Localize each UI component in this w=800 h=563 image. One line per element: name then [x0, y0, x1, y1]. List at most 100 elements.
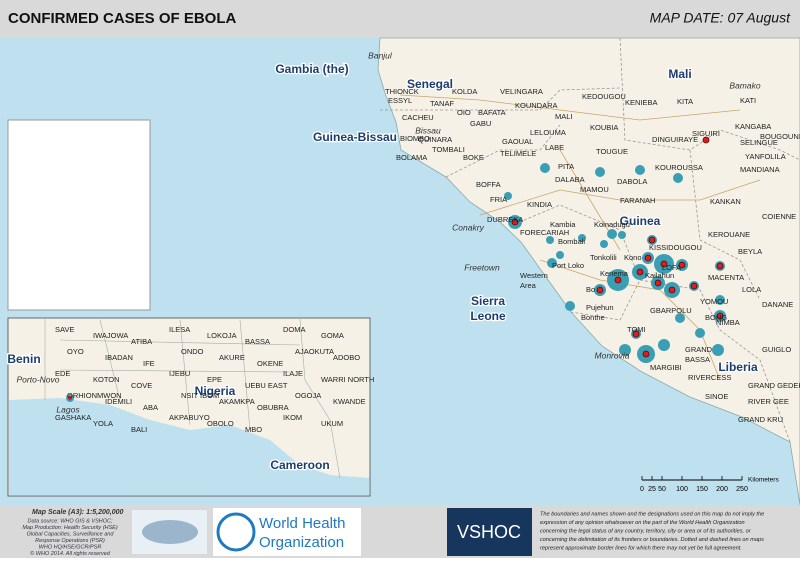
place-label: COIENNE [762, 212, 796, 221]
place-label: KANKAN [710, 197, 741, 206]
inset-place: AKURE [219, 353, 245, 362]
place-label: PITA [558, 162, 574, 171]
who-name-2: Organization [259, 534, 344, 551]
country-label: Sierra [471, 294, 505, 308]
place-label: FARANAH [620, 196, 655, 205]
place-label: TOMI [627, 325, 646, 334]
place-label: YOMOU [700, 297, 728, 306]
inset-country: Nigeria [195, 384, 236, 398]
inset-place: AJAOKUTA [295, 347, 334, 356]
scale-label: 25 [648, 486, 656, 493]
capital-label: Freetown [464, 262, 500, 272]
case-markers [504, 136, 726, 363]
disclaimer-line: The boundaries and names shown and the d… [540, 511, 764, 517]
case-location [595, 167, 605, 177]
inset-place: UKUM [321, 419, 343, 428]
inset-place: ILESA [169, 325, 190, 334]
land [377, 37, 800, 506]
recent-case [614, 276, 622, 284]
inset-place: ATIBA [131, 337, 152, 346]
header-bar [0, 0, 800, 38]
scale-label: 250 [736, 486, 748, 493]
source-line: Global Capacities, Surveillance and [27, 531, 115, 537]
source-line: Response Operations (PSR) [35, 538, 105, 544]
inset-place: OKENE [257, 359, 283, 368]
inset-place: GOMA [321, 331, 344, 340]
inset-country: Benin [7, 352, 40, 366]
place-label: LOFA [662, 263, 681, 272]
disclaimer-line: expression of any opinion whatsoever on … [540, 520, 745, 526]
legend-box [7, 119, 151, 311]
inset-place: ORHIONMWON [67, 391, 122, 400]
place-label: LOLA [742, 285, 761, 294]
capital-label: Bamako [729, 80, 760, 90]
inset-place: BALI [131, 425, 147, 434]
case-location [715, 295, 725, 305]
inset-place: IBADAN [105, 353, 133, 362]
recent-case [596, 286, 604, 294]
inset-place: ABA [143, 403, 158, 412]
inset-place: OBOLO [207, 419, 234, 428]
place-label: Bo [586, 285, 595, 294]
who-box [213, 508, 361, 556]
case-location [675, 313, 685, 323]
place-label: Bombali [558, 237, 585, 246]
place-label: QUINARA [418, 135, 452, 144]
place-label: BOKE [463, 153, 484, 162]
inset-place: WARRI NORTH [321, 375, 374, 384]
case-location [607, 229, 617, 239]
scale-label: 100 [676, 486, 688, 493]
place-label: TOMBALI [432, 145, 465, 154]
case-location [600, 240, 608, 248]
recent-case [644, 254, 652, 262]
lagos-recent [68, 396, 72, 400]
place-label: GAOUAL [502, 137, 533, 146]
scale-label: 0 [640, 486, 644, 493]
place-label: MACENTA [708, 273, 744, 282]
place-label: KISSIDOUGOU [649, 243, 702, 252]
place-label: KEDOUGOU [582, 92, 626, 101]
who-emblem [216, 512, 256, 552]
disclaimer-line: concerning the delimitation of its front… [540, 537, 764, 543]
inset-place: COVE [131, 381, 152, 390]
country-label: Liberia [718, 360, 758, 374]
place-label: SELINGUE [740, 138, 778, 147]
place-label: OIO [457, 108, 471, 117]
inset-place: IFE [143, 359, 155, 368]
recent-case [632, 330, 640, 338]
inset-place: GASHAKA [55, 413, 91, 422]
case-location [578, 234, 586, 242]
vshoc: VSHOC [457, 522, 521, 542]
roads [399, 94, 761, 381]
inset-place: IWAJOWA [93, 331, 128, 340]
place-label: DABOLA [617, 177, 647, 186]
place-label: BONG [705, 313, 727, 322]
place-label: KITA [677, 97, 693, 106]
capital-label: Conakry [452, 222, 484, 232]
place-label: Pujehun [586, 303, 614, 312]
inset-place: OBUBRA [257, 403, 289, 412]
place-label: DANANE [762, 300, 793, 309]
recent-case [690, 282, 698, 290]
inset-place: EDE [55, 369, 70, 378]
place-label: THIONCK [385, 87, 419, 96]
place-label: Area [520, 281, 537, 290]
place-label: TOUGUE [596, 147, 628, 156]
inset-capital: Lagos [56, 404, 80, 414]
place-label: KOUROUSSA [655, 163, 703, 172]
title: CONFIRMED CASES OF EBOLA [8, 10, 237, 27]
place-label: BIOMBO [400, 134, 430, 143]
place-label: SINOE [705, 392, 728, 401]
place-label: VELINGARA [500, 87, 543, 96]
source-line: © WHO 2014. All rights reserved [30, 550, 111, 557]
place-label: DUBREKA [487, 215, 523, 224]
place-label: KATI [740, 96, 756, 105]
place-label: KOUNDARA [515, 101, 558, 110]
place-label: Tonkolili [590, 253, 617, 262]
borders [380, 37, 800, 443]
place-label: Kenema [600, 269, 629, 278]
recent-case [648, 236, 656, 244]
place-label: Kono [624, 253, 642, 262]
vshoc-box [447, 508, 532, 556]
